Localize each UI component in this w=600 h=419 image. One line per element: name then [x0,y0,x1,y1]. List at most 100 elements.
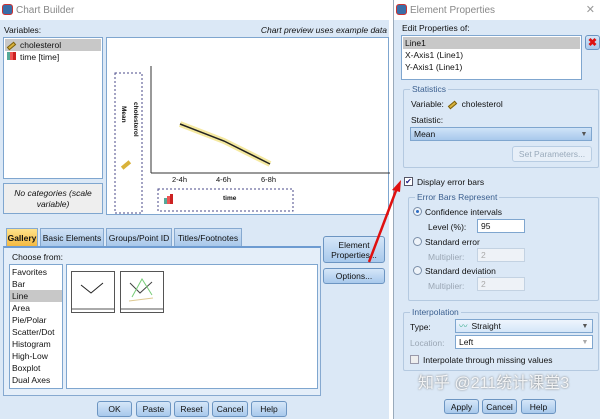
variables-list[interactable]: cholesterol time [time] [3,37,103,179]
scale-ruler-icon [6,41,17,51]
chart-type-item[interactable]: Pie/Polar [12,315,47,325]
chevron-down-icon: ▼ [580,131,588,138]
help-button[interactable]: Help [521,399,556,414]
chart-type-item[interactable]: Histogram [12,339,51,349]
series-line [179,123,271,165]
cancel-button[interactable]: Cancel [482,399,517,414]
ordinal-bars-icon [164,198,167,204]
statistics-group: Statistics Variable: cholesterol Statist… [403,84,599,168]
tab-titles-footnotes[interactable]: Titles/Footnotes [174,228,242,246]
x-tick-label: 6-8h [261,175,277,184]
element-item[interactable]: Line1 [403,37,580,49]
simple-line-thumbnail[interactable] [71,271,115,313]
gallery-panel: Choose from: Favorites Bar Line Area Pie/Pol… [3,246,321,396]
scale-ruler-icon [448,100,458,110]
ordinal-bars-icon [7,52,16,60]
app-icon [2,4,13,15]
preview-chart [114,66,390,214]
standard-error-label: Standard error [425,237,480,247]
y-axis-label-mean: Mean [120,106,127,123]
no-categories-box: No categories (scale variable) [3,183,103,214]
chart-type-list[interactable]: Favorites Bar Line Area Pie/Polar Scatter/Dot… [9,264,63,389]
close-icon[interactable]: ✕ [585,4,595,16]
interpolate-missing-checkbox[interactable] [410,355,419,364]
statistics-group-label: Statistics [410,84,449,94]
app-icon [396,4,407,15]
apply-button[interactable]: Apply [444,399,479,414]
chart-type-item[interactable]: Scatter/Dot [12,327,55,337]
gallery-thumbnails [66,264,318,389]
variable-value: cholesterol [461,99,503,109]
chevron-down-icon: ▼ [581,323,589,330]
interpolation-group: Interpolation Type: 〰 Straight ▼ Location:… [403,307,599,371]
set-parameters-button: Set Parameters... [512,146,592,162]
ok-button[interactable]: OK [97,401,132,417]
statistic-dropdown[interactable]: Mean ▼ [410,127,592,141]
x-axis-label: time [223,195,237,202]
elements-list[interactable]: Line1 X-Axis1 (Line1) Y-Axis1 (Line1) [401,35,582,80]
statistic-label: Statistic: [411,115,444,125]
multiple-line-thumbnail[interactable] [120,271,164,313]
display-error-bars-checkbox[interactable]: ✔ [404,177,413,186]
display-error-bars-label: Display error bars [417,177,485,187]
watermark: 知乎 @211统计课堂3 [418,375,570,392]
se-multiplier-input: 2 [477,248,525,262]
level-input[interactable]: 95 [477,219,525,233]
interpolation-group-label: Interpolation [410,307,461,317]
choose-from-label: Choose from: [12,252,64,262]
location-label: Location: [410,338,445,348]
level-label: Level (%): [428,222,467,232]
chart-preview-canvas[interactable]: Mean cholesterol 2-4h 4-6h 6-8h time [106,37,390,215]
element-item[interactable]: X-Axis1 (Line1) [405,50,464,60]
element-properties-button[interactable]: Element Properties... [323,236,385,263]
variable-item-time[interactable]: time [time] [5,51,101,63]
delete-element-button[interactable]: ✖ [585,35,600,50]
standard-deviation-label: Standard deviation [425,266,496,276]
element-properties-titlebar: Element Properties ✕ [394,0,600,20]
chart-builder-titlebar: Chart Builder [0,0,389,20]
chart-type-item[interactable]: Bar [12,279,26,289]
window-title: Chart Builder [16,4,75,16]
options-button[interactable]: Options... [323,268,385,284]
delete-x-icon: ✖ [587,36,598,49]
variable-item-cholesterol[interactable]: cholesterol [5,39,101,51]
scale-ruler-icon [120,160,132,170]
edit-properties-label: Edit Properties of: [402,23,470,33]
confidence-intervals-radio[interactable] [413,207,422,216]
error-bars-group: Error Bars Represent Confidence interval… [408,192,599,301]
help-button[interactable]: Help [251,401,287,417]
reset-button[interactable]: Reset [174,401,209,417]
chevron-down-icon: ▼ [581,339,589,346]
variable-label: Variable: [411,99,444,109]
cancel-button[interactable]: Cancel [212,401,248,417]
sd-multiplier-input: 2 [477,277,525,291]
location-dropdown: Left ▼ [455,335,593,349]
standard-deviation-radio[interactable] [413,266,422,275]
tab-groups-point-id[interactable]: Groups/Point ID [106,228,172,246]
variables-label: Variables: [4,25,42,35]
tab-gallery[interactable]: Gallery [6,228,38,246]
standard-error-radio[interactable] [413,237,422,246]
chart-type-item[interactable]: Dual Axes [12,375,51,385]
chart-type-item[interactable]: Line [10,290,62,302]
x-tick-label: 4-6h [216,175,232,184]
chart-type-item[interactable]: Area [12,303,30,313]
se-multiplier-label: Multiplier: [428,252,465,262]
chart-builder-window: Chart Builder Variables: Chart preview u… [0,0,390,419]
error-bars-group-label: Error Bars Represent [415,192,500,202]
element-properties-window: Element Properties ✕ Edit Properties of: … [393,0,600,419]
chart-type-item[interactable]: High-Low [12,351,48,361]
type-dropdown[interactable]: 〰 Straight ▼ [455,319,593,333]
paste-button[interactable]: Paste [136,401,171,417]
preview-note: Chart preview uses example data [260,25,387,35]
type-label: Type: [410,322,431,332]
chart-type-item[interactable]: Favorites [12,267,47,277]
y-axis-label-variable: cholesterol [132,102,139,137]
straight-line-icon: 〰 [459,321,468,331]
chart-type-item[interactable]: Boxplot [12,363,41,373]
confidence-intervals-label: Confidence intervals [425,207,503,217]
element-item[interactable]: Y-Axis1 (Line1) [405,62,463,72]
tab-basic-elements[interactable]: Basic Elements [40,228,104,246]
interpolate-missing-label: Interpolate through missing values [423,355,553,365]
x-axis-drop-zone [157,188,294,212]
